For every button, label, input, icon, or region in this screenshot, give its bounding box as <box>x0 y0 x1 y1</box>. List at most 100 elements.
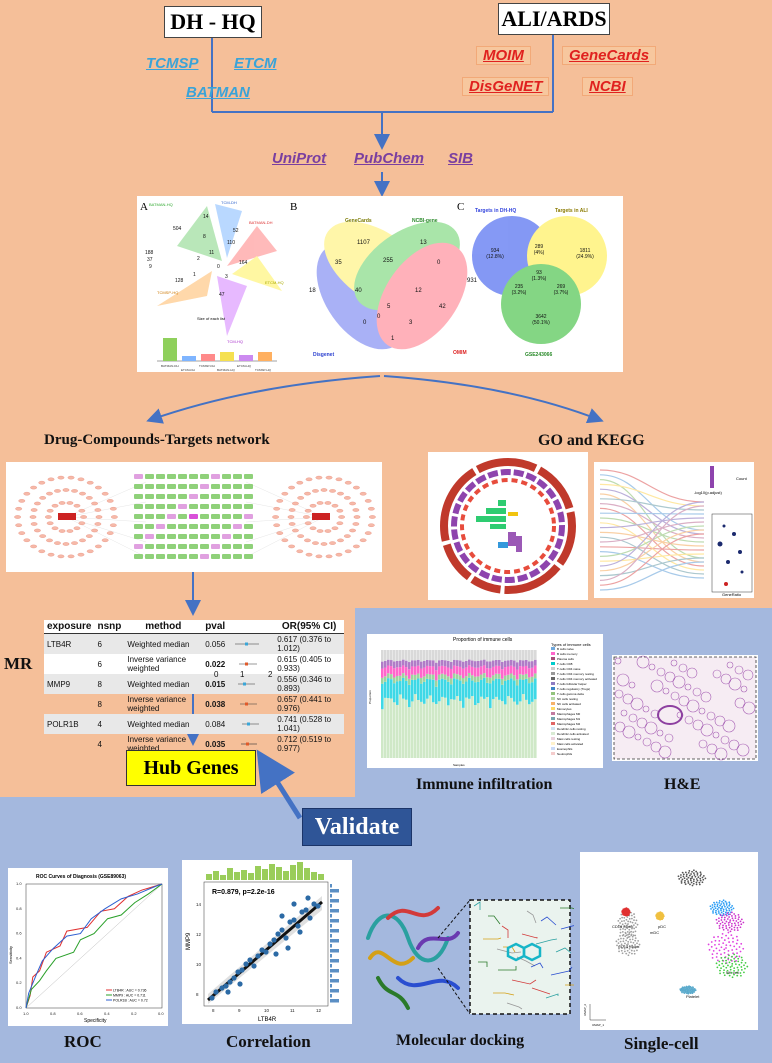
venn-c-n10: 269 <box>557 284 566 290</box>
umap-cell <box>733 970 735 972</box>
corr-y-tick: 10 <box>196 962 202 967</box>
immune-bar-seg <box>405 660 408 668</box>
corr-point <box>239 967 245 973</box>
umap-cell <box>720 946 723 949</box>
he-alveolus <box>634 733 642 741</box>
immune-bar-seg <box>504 660 507 668</box>
umap-cell <box>723 916 726 919</box>
corr-side-hist-bar <box>330 924 332 928</box>
mr-row: 4 Inverse variance weighted 0.035 0.712 (0… <box>97 735 332 753</box>
umap-cell <box>621 934 624 937</box>
immune-bar-seg <box>501 684 504 702</box>
umap-cell <box>691 992 694 995</box>
immune-bar-seg <box>435 703 438 758</box>
immune-bar-seg <box>441 696 444 758</box>
umap-cell <box>720 919 723 921</box>
network-node <box>309 503 317 508</box>
umap-cell <box>687 992 690 995</box>
corr-point <box>291 901 297 907</box>
network-target-node <box>244 484 253 489</box>
db-ncbi: NCBI <box>582 77 633 96</box>
docking-residue <box>531 987 551 995</box>
corr-side-hist-bar <box>330 974 332 978</box>
immune-bar-seg <box>483 698 486 758</box>
corr-point <box>223 983 229 989</box>
corr-top-hist-bar <box>241 870 247 880</box>
correlation-heading: Correlation <box>226 1032 311 1051</box>
he-alveolus <box>692 719 704 731</box>
immune-bar-seg <box>510 665 513 674</box>
umap-cell <box>682 873 685 876</box>
network-node <box>15 523 23 527</box>
immune-bar-seg <box>498 665 501 674</box>
roc-y-tick: 1.0 <box>16 881 22 886</box>
umap-cell <box>662 915 665 918</box>
umap-cell <box>713 905 716 908</box>
umap-cell <box>627 920 630 923</box>
immune-bar-seg <box>396 704 399 758</box>
corr-x-tick: 8 <box>212 1008 215 1013</box>
umap-cell <box>729 919 732 922</box>
immune-bar-seg <box>459 650 462 661</box>
umap-cell <box>682 875 685 878</box>
network-node <box>34 528 41 533</box>
umap-cell <box>691 870 693 873</box>
immune-bar-seg <box>492 680 495 700</box>
umap-cell <box>656 917 658 920</box>
network-node <box>18 531 26 535</box>
venn-b-set-1: GeneCards <box>345 218 372 224</box>
umap-cell <box>633 919 635 922</box>
umap-cell <box>718 940 721 942</box>
umap-cell <box>634 944 636 946</box>
venn-a-n3: 110 <box>227 240 235 246</box>
venn-a-set-1: BATMAN-HQ <box>149 202 173 207</box>
umap-cell <box>699 871 702 874</box>
umap-cell <box>622 940 625 943</box>
venn-c-n2: 289 <box>535 244 544 250</box>
immune-bar-seg <box>468 698 471 758</box>
immune-bar-seg <box>399 667 402 676</box>
immune-legend-label: Neutrophils <box>557 752 573 756</box>
umap-cell <box>625 914 628 917</box>
sankey-link <box>599 488 705 535</box>
network-node <box>95 485 102 490</box>
corr-point <box>267 941 273 947</box>
network-target-node <box>145 514 154 519</box>
network-node <box>39 496 47 500</box>
immune-bar-seg <box>453 659 456 666</box>
venn-a-n10: 128 <box>175 278 184 284</box>
network-node <box>303 515 310 519</box>
he-alveolus <box>686 667 698 679</box>
umap-cell <box>735 948 738 951</box>
network-target-node <box>200 524 209 529</box>
network-target-node <box>233 484 242 489</box>
he-alveolus <box>642 737 652 747</box>
immune-bar-seg <box>483 665 486 674</box>
immune-legend-swatch <box>551 722 555 725</box>
immune-bar-seg <box>411 666 414 675</box>
corr-top-hist-bar <box>206 874 212 880</box>
network-node <box>85 496 93 500</box>
immune-bar-seg <box>522 660 525 667</box>
immune-bar-seg <box>483 673 486 678</box>
docking-residue <box>540 916 557 926</box>
corr-point <box>315 903 321 909</box>
immune-bar-seg <box>408 650 411 663</box>
immune-bar-seg <box>414 680 417 695</box>
immune-bar-seg <box>501 678 504 685</box>
corr-top-hist-bar <box>290 865 296 880</box>
umap-cell <box>626 924 628 927</box>
immune-bar-seg <box>471 675 474 681</box>
immune-legend-swatch <box>551 702 555 705</box>
corr-point <box>283 935 289 941</box>
roc-x-tick: 1.0 <box>23 1011 29 1016</box>
he-alveolus <box>650 741 662 753</box>
umap-cell <box>629 938 631 941</box>
umap-cell <box>714 903 716 906</box>
network-node <box>320 488 328 492</box>
corr-side-hist-bar <box>330 944 332 948</box>
umap-cell <box>627 940 630 943</box>
umap-cell <box>730 959 732 961</box>
network-node <box>79 491 86 496</box>
network-target-node <box>211 474 220 479</box>
